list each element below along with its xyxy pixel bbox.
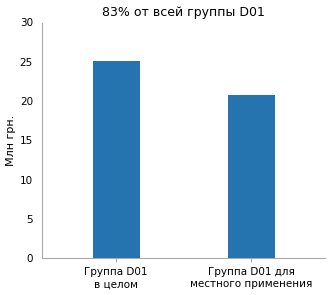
- Bar: [93, 61, 140, 258]
- Y-axis label: Млн грн.: Млн грн.: [6, 115, 16, 166]
- Title: 83% от всей группы D01: 83% от всей группы D01: [102, 6, 265, 19]
- Bar: [228, 95, 275, 258]
